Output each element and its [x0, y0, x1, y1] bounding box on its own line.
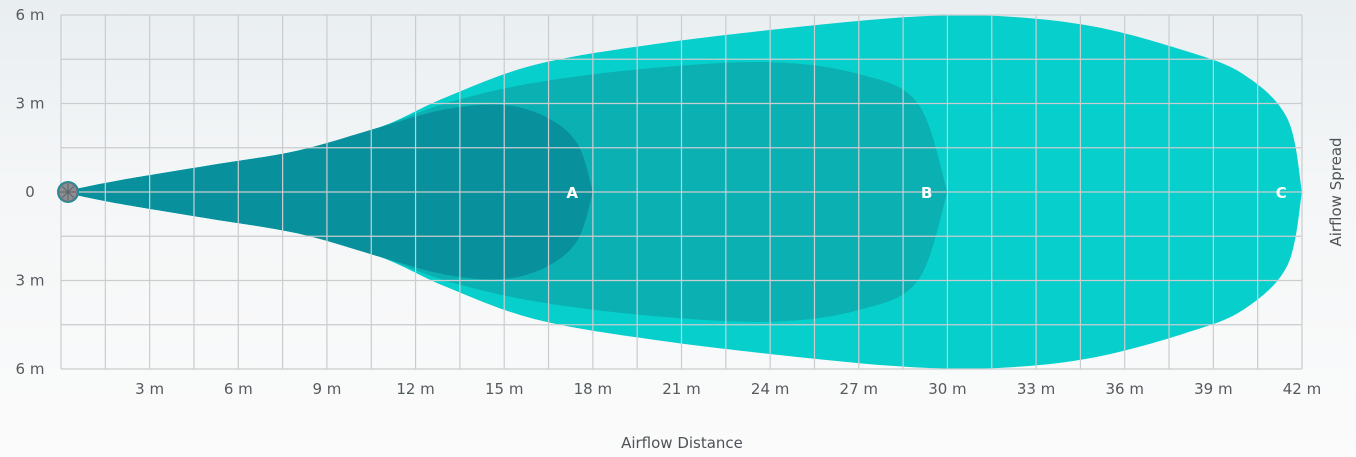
y-tick-label: 3 m: [16, 272, 45, 290]
grid: [60, 14, 1303, 370]
x-tick-label: 9 m: [312, 380, 341, 398]
zone-label-b: B: [921, 184, 932, 202]
x-tick-label: 27 m: [840, 380, 878, 398]
x-axis-title: Airflow Distance: [621, 434, 743, 452]
x-tick-label: 18 m: [574, 380, 612, 398]
x-tick-label: 15 m: [485, 380, 523, 398]
fan-icon: [57, 181, 79, 203]
x-tick-label: 39 m: [1194, 380, 1232, 398]
x-tick-label: 33 m: [1017, 380, 1055, 398]
y-tick-label: 6 m: [16, 6, 45, 24]
x-tick-label: 3 m: [135, 380, 164, 398]
y-tick-label: 3 m: [16, 95, 45, 113]
zone-labels: A B C: [566, 184, 1286, 202]
x-tick-label: 42 m: [1283, 380, 1321, 398]
x-tick-label: 6 m: [224, 380, 253, 398]
x-tick-label: 12 m: [396, 380, 434, 398]
x-tick-label: 21 m: [662, 380, 700, 398]
y-axis-title: Airflow Spread: [1327, 137, 1345, 246]
y-axis-ticks: 6 m 3 m 0 3 m 6 m: [16, 6, 45, 378]
zone-label-a: A: [566, 184, 578, 202]
x-axis-ticks: 3 m 6 m 9 m 12 m 15 m 18 m 21 m 24 m 27 m 30 m 33 …: [135, 380, 1321, 398]
y-tick-label: 6 m: [16, 360, 45, 378]
zone-label-c: C: [1276, 184, 1287, 202]
fan-blade: [61, 185, 75, 199]
x-tick-label: 24 m: [751, 380, 789, 398]
x-tick-label: 30 m: [928, 380, 966, 398]
x-tick-label: 36 m: [1105, 380, 1143, 398]
y-tick-label: 0: [25, 183, 35, 201]
